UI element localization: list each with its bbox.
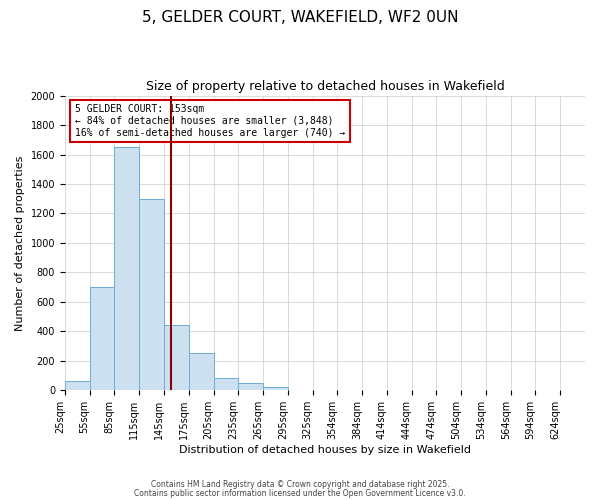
Bar	[164, 326, 189, 390]
Bar	[238, 383, 263, 390]
Bar	[65, 381, 89, 390]
Y-axis label: Number of detached properties: Number of detached properties	[15, 156, 25, 330]
Bar	[89, 287, 115, 391]
Bar	[263, 386, 288, 390]
Bar	[139, 198, 164, 390]
Text: Contains public sector information licensed under the Open Government Licence v3: Contains public sector information licen…	[134, 488, 466, 498]
Text: Contains HM Land Registry data © Crown copyright and database right 2025.: Contains HM Land Registry data © Crown c…	[151, 480, 449, 489]
Bar	[214, 378, 238, 390]
Bar	[115, 147, 139, 390]
Text: 5 GELDER COURT: 153sqm
← 84% of detached houses are smaller (3,848)
16% of semi-: 5 GELDER COURT: 153sqm ← 84% of detached…	[76, 104, 346, 138]
Title: Size of property relative to detached houses in Wakefield: Size of property relative to detached ho…	[146, 80, 505, 93]
Bar	[189, 354, 214, 391]
X-axis label: Distribution of detached houses by size in Wakefield: Distribution of detached houses by size …	[179, 445, 471, 455]
Text: 5, GELDER COURT, WAKEFIELD, WF2 0UN: 5, GELDER COURT, WAKEFIELD, WF2 0UN	[142, 10, 458, 25]
